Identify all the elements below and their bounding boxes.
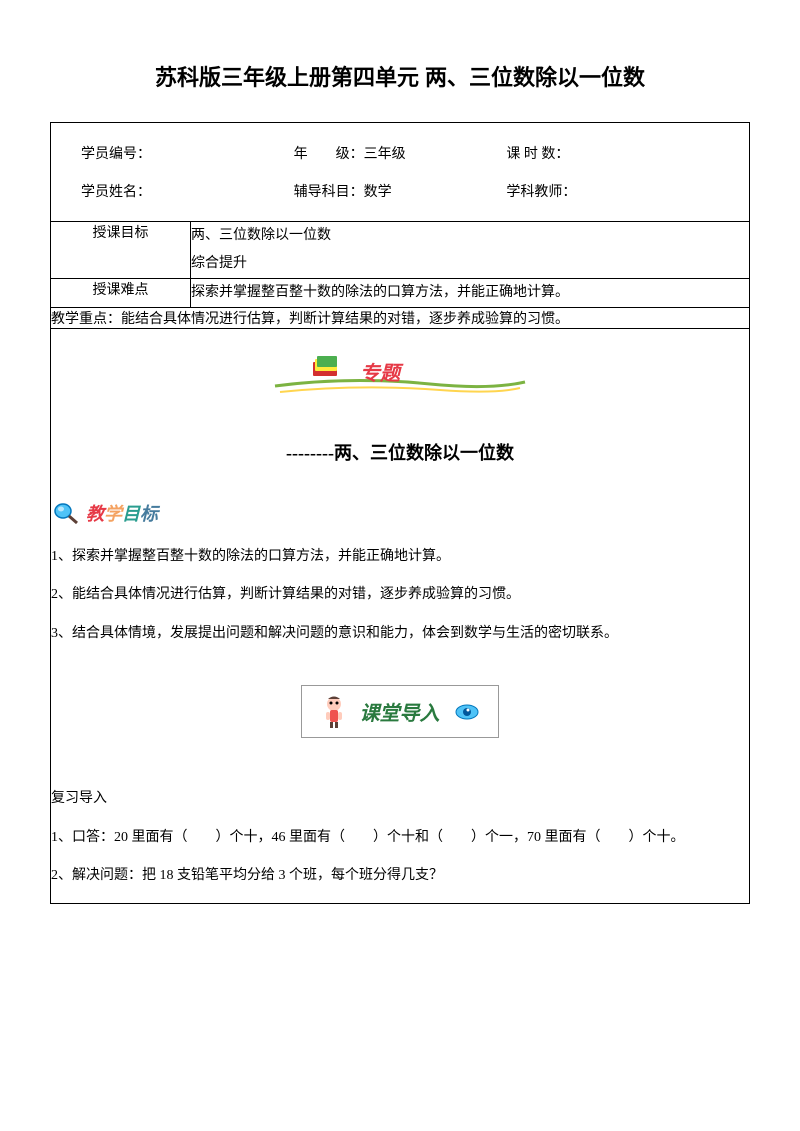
intro-label: 课堂导入 bbox=[360, 703, 440, 725]
character-icon bbox=[320, 694, 348, 729]
review-section: 复习导入 1、口答：20 里面有（ ）个十，46 里面有（ ）个十和（ ）个一，… bbox=[51, 788, 749, 887]
intro-banner: 课堂导入 bbox=[51, 685, 749, 738]
topic-label: 专题 bbox=[360, 357, 400, 386]
goal-item-3: 3、结合具体情境，发展提出问题和解决问题的意识和能力，体会到数学与生活的密切联系… bbox=[51, 623, 749, 645]
review-item-1: 1、口答：20 里面有（ ）个十，46 里面有（ ）个十和（ ）个一，70 里面… bbox=[51, 827, 749, 849]
book-icon bbox=[310, 354, 340, 379]
goals-ch1: 教 bbox=[86, 504, 104, 524]
goal-label-cell: 授课目标 bbox=[51, 222, 191, 279]
swoosh-icon bbox=[270, 374, 530, 399]
student-name-label: 学员姓名： bbox=[81, 181, 151, 201]
review-heading: 复习导入 bbox=[51, 788, 749, 810]
student-info-section: 学员编号： 年 级： 三年级 课 时 数： 学员姓名： 辅导科目： bbox=[51, 123, 749, 221]
goal-item-1: 1、探索并掌握整百整十数的除法的口算方法，并能正确地计算。 bbox=[51, 546, 749, 568]
page-title: 苏科版三年级上册第四单元 两、三位数除以一位数 bbox=[50, 60, 750, 92]
goal-line1: 两、三位数除以一位数 bbox=[191, 222, 749, 250]
goals-ch4: 标 bbox=[140, 504, 158, 524]
grade-value: 三年级 bbox=[364, 143, 406, 163]
topic-banner: 专题 bbox=[51, 349, 749, 409]
difficulty-content-cell: 探索并掌握整百整十数的除法的口算方法，并能正确地计算。 bbox=[191, 279, 750, 308]
lesson-table: 学员编号： 年 级： 三年级 课 时 数： 学员姓名： 辅导科目： bbox=[50, 122, 750, 904]
subject-label: 辅导科目： bbox=[294, 181, 364, 201]
goal-content-cell: 两、三位数除以一位数 综合提升 bbox=[191, 222, 750, 279]
goal-line2: 综合提升 bbox=[191, 250, 749, 278]
goals-ch3: 目 bbox=[122, 504, 140, 524]
keypoint-cell: 教学重点：能结合具体情况进行估算，判断计算结果的对错，逐步养成验算的习惯。 bbox=[51, 308, 750, 329]
difficulty-label-cell: 授课难点 bbox=[51, 279, 191, 308]
student-id-label: 学员编号： bbox=[81, 143, 151, 163]
subject-value: 数学 bbox=[364, 181, 392, 201]
teacher-label: 学科教师： bbox=[506, 181, 576, 201]
goals-ch2: 学 bbox=[104, 504, 122, 524]
grade-label: 年 级： bbox=[294, 143, 364, 163]
goals-list: 1、探索并掌握整百整十数的除法的口算方法，并能正确地计算。 2、能结合具体情况进… bbox=[51, 546, 749, 645]
hours-label: 课 时 数： bbox=[506, 143, 569, 163]
subtitle: --------两、三位数除以一位数 bbox=[51, 439, 749, 465]
magnifier-icon bbox=[51, 501, 81, 526]
eye-icon bbox=[455, 703, 480, 721]
goals-header: 教学目标 bbox=[51, 500, 749, 526]
review-item-2: 2、解决问题：把 18 支铅笔平均分给 3 个班，每个班分得几支？ bbox=[51, 865, 749, 887]
goal-item-2: 2、能结合具体情况进行估算，判断计算结果的对错，逐步养成验算的习惯。 bbox=[51, 584, 749, 606]
